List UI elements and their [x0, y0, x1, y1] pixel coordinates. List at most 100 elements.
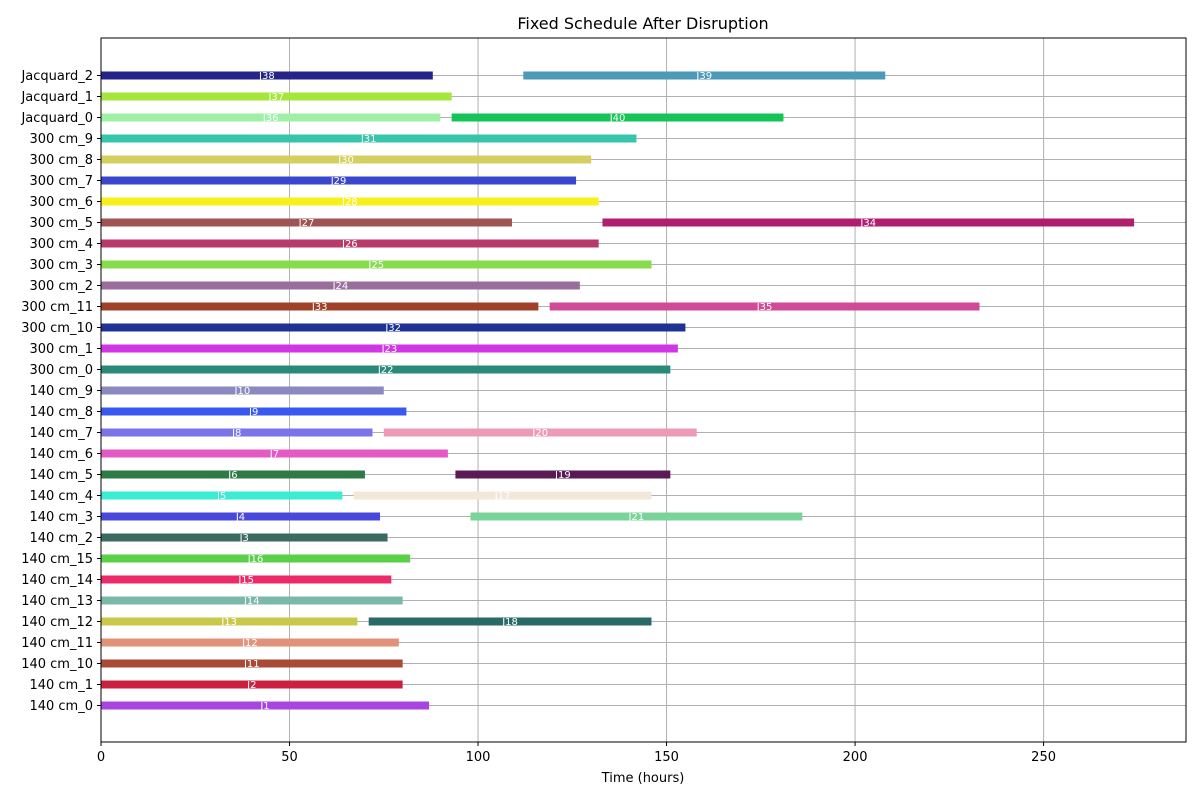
gantt-bar: [101, 323, 686, 332]
y-tick-label: 140 cm_2: [29, 531, 93, 546]
gantt-bar: [101, 302, 539, 311]
gantt-bar: [101, 407, 407, 416]
y-tick-label: 140 cm_11: [21, 636, 93, 651]
y-tick-label: 140 cm_14: [21, 573, 93, 588]
bar-label: J25: [367, 260, 384, 271]
gantt-bar: [101, 365, 671, 374]
y-tick-label: 140 cm_12: [21, 615, 93, 630]
y-tick-label: 300 cm_11: [21, 300, 93, 315]
y-tick-label: 300 cm_8: [29, 153, 93, 168]
bar-label: J3: [239, 533, 249, 544]
y-tick-label: 140 cm_10: [21, 657, 93, 672]
y-tick-label: 140 cm_1: [29, 678, 93, 693]
gantt-bar: [101, 554, 411, 563]
y-tick-label: 140 cm_0: [29, 699, 93, 714]
bar-label: J8: [231, 428, 241, 439]
gantt-bar: [101, 134, 637, 143]
bar-label: J36: [262, 113, 279, 124]
y-tick-label: 140 cm_5: [29, 468, 93, 483]
gantt-bar: [101, 197, 599, 206]
y-tick-label: 300 cm_4: [29, 237, 93, 252]
gantt-bar: [101, 596, 403, 605]
bar-label: J27: [298, 218, 315, 229]
gantt-bar: [101, 71, 433, 80]
bar-label: J10: [234, 386, 251, 397]
bar-label: J39: [695, 71, 712, 82]
gantt-bar: [101, 533, 388, 542]
gantt-bar: [101, 449, 448, 458]
y-tick-label: 300 cm_5: [29, 216, 93, 231]
gantt-bar: [101, 659, 403, 668]
bar-label: J1: [259, 701, 269, 712]
bar-label: J7: [269, 449, 279, 460]
bar-label: J15: [237, 575, 254, 586]
y-tick-label: 300 cm_1: [29, 342, 93, 357]
bar-label: J37: [267, 92, 284, 103]
gantt-bar: [470, 512, 803, 521]
gantt-bar: [101, 617, 358, 626]
y-tick-label: 140 cm_4: [29, 489, 93, 504]
y-tick-label: Jacquard_0: [20, 111, 93, 126]
bar-label: J24: [332, 281, 349, 292]
y-tick-label: 300 cm_3: [29, 258, 93, 273]
bar-label: J12: [241, 638, 258, 649]
bar-label: J9: [248, 407, 258, 418]
bar-label: J30: [337, 155, 354, 166]
x-tick-label: 150: [654, 750, 679, 765]
bar-label: J33: [311, 302, 328, 313]
gantt-bar: [368, 617, 652, 626]
y-tick-label: 140 cm_8: [29, 405, 93, 420]
bar-label: J4: [235, 512, 245, 523]
chart-title: Fixed Schedule After Disruption: [517, 14, 768, 33]
gantt-bar: [602, 218, 1135, 227]
y-tick-label: 140 cm_13: [21, 594, 93, 609]
gantt-bar: [353, 491, 652, 500]
bar-label: J23: [381, 344, 398, 355]
bar-label: J13: [220, 617, 237, 628]
gantt-bar: [523, 71, 886, 80]
gantt-bar: [101, 680, 403, 689]
bar-label: J38: [258, 71, 275, 82]
gantt-bar: [101, 575, 392, 584]
bar-label: J19: [554, 470, 571, 481]
x-tick-labels: 0 50 100 150 200 250: [97, 742, 1056, 765]
bar-label: J22: [377, 365, 394, 376]
x-tick-label: 250: [1031, 750, 1056, 765]
bar-label: J11: [243, 659, 260, 670]
bar-label: J20: [531, 428, 548, 439]
bar-label: J2: [246, 680, 256, 691]
bar-label: J5: [216, 491, 226, 502]
x-tick-label: 50: [281, 750, 298, 765]
gantt-bar: [101, 344, 678, 353]
y-tick-label: Jacquard_1: [20, 90, 93, 105]
gantt-bar: [101, 470, 365, 479]
gantt-bar: [101, 176, 577, 185]
y-tick-label: 140 cm_7: [29, 426, 93, 441]
bar-label: J35: [756, 302, 773, 313]
y-tick-label: 140 cm_9: [29, 384, 93, 399]
gantt-bar: [101, 218, 512, 227]
bar-label: J17: [494, 491, 511, 502]
y-tick-label: 140 cm_3: [29, 510, 93, 525]
plot-frame: [100, 37, 1187, 743]
gantt-bar: [101, 491, 343, 500]
bar-label: J26: [341, 239, 358, 250]
bar-label: J32: [384, 323, 401, 334]
y-tick-label: Jacquard_2: [20, 69, 93, 84]
y-tick-label: 300 cm_6: [29, 195, 93, 210]
bar-label: J28: [341, 197, 358, 208]
y-tick-label: 300 cm_2: [29, 279, 93, 294]
gantt-bar: [101, 92, 452, 101]
y-tick-label: 300 cm_7: [29, 174, 93, 189]
x-tick-label: 0: [97, 750, 105, 765]
bar-label: J16: [247, 554, 264, 565]
y-tick-label: 140 cm_15: [21, 552, 93, 567]
gantt-bar: [101, 113, 441, 122]
y-tick-labels: 140 cm_0 140 cm_1 140 cm_10 140 cm_11 140 cm…: [20, 69, 101, 714]
y-tick-label: 140 cm_6: [29, 447, 93, 462]
bar-label: J6: [227, 470, 237, 481]
bar-label: J34: [859, 218, 876, 229]
gantt-bar: [549, 302, 980, 311]
gantt-bar: [101, 239, 599, 248]
